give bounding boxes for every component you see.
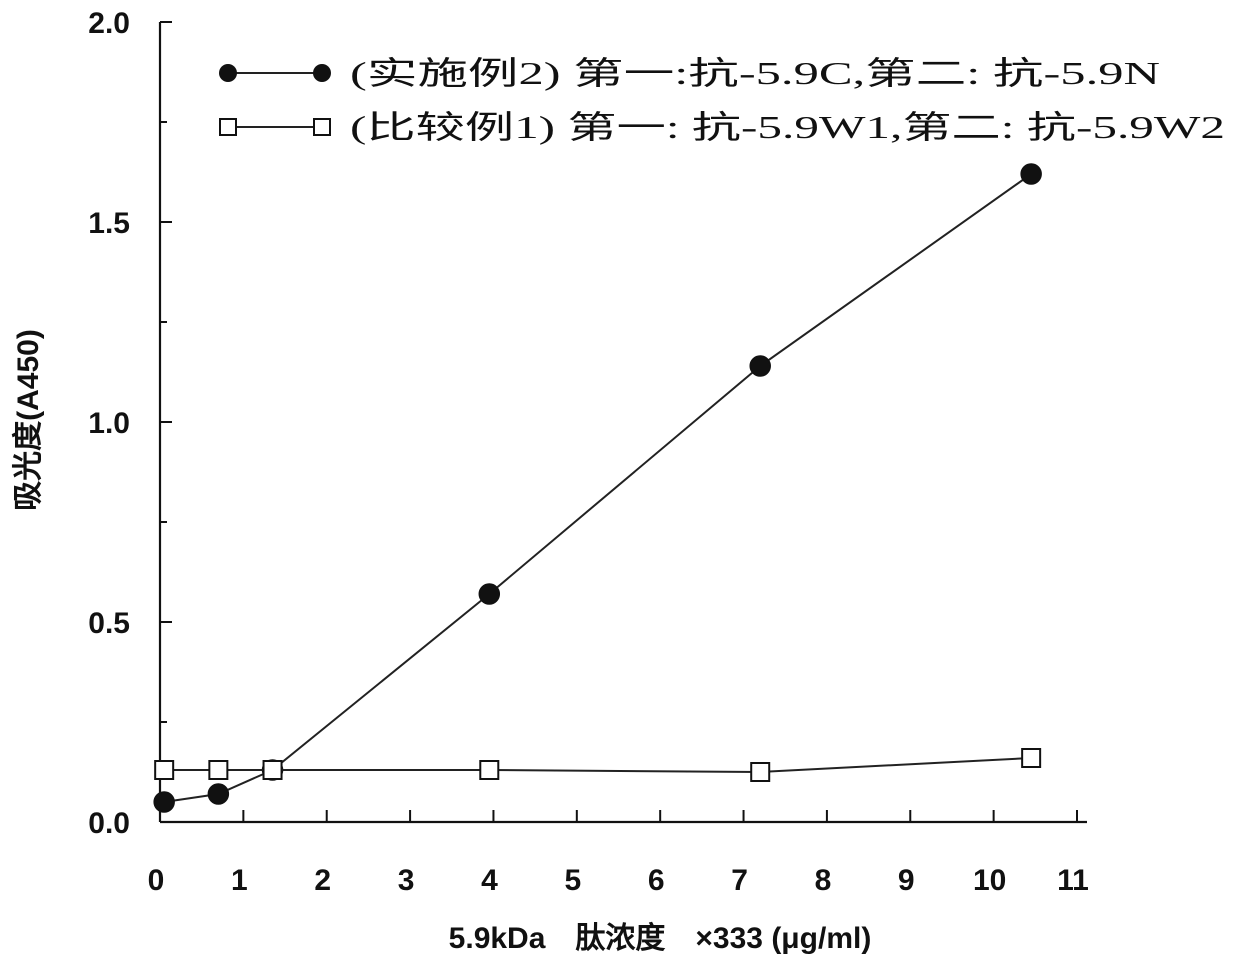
- axes: 0.0 0.5 1.0 1.5 2.0 0 1 2 3 4 5 6 7 8 9 10 11: [88, 7, 1089, 897]
- data-point: [479, 760, 500, 780]
- x-axis-label: 5.9kDa 肽浓度 ×333 (μg/ml): [449, 922, 872, 955]
- legend-item-2: (比较例1) 第一: 抗-5.9W1,第二: 抗-5.9W2: [219, 109, 1225, 145]
- x-tick-label: 4: [481, 864, 498, 897]
- legend-item-1: (实施例2) 第一:抗-5.9C,第二: 抗-5.9N: [219, 55, 1160, 91]
- legend-label: (比较例1) 第一: 抗-5.9W1,第二: 抗-5.9W2: [350, 109, 1225, 145]
- data-point: [207, 783, 230, 805]
- data-point: [154, 760, 175, 780]
- data-point: [153, 791, 175, 813]
- data-point: [262, 760, 283, 780]
- x-tick-label: 3: [398, 864, 415, 897]
- x-tick-label: 2: [314, 864, 331, 897]
- x-tick-label: 11: [1057, 864, 1089, 897]
- legend-marker: [219, 64, 237, 82]
- y-tick-label: 1.5: [88, 207, 130, 240]
- y-tick-label: 0.0: [88, 807, 130, 840]
- x-tick-label: 1: [231, 864, 248, 897]
- data-point: [749, 355, 771, 377]
- x-tick-label: 9: [898, 864, 915, 897]
- legend: (实施例2) 第一:抗-5.9C,第二: 抗-5.9N (比较例1) 第一: 抗-…: [219, 55, 1225, 145]
- data-point: [750, 762, 771, 782]
- y-tick-label: 2.0: [88, 7, 130, 40]
- series-1: [153, 163, 1042, 813]
- series-line: [164, 757, 1032, 774]
- x-tick-label: 8: [815, 864, 832, 897]
- legend-marker: [219, 118, 237, 136]
- y-tick-label: 1.0: [88, 407, 130, 440]
- data-point: [1021, 748, 1042, 768]
- data-point: [478, 583, 501, 605]
- y-tick-label: 0.5: [88, 607, 130, 640]
- series-line: [164, 173, 1032, 803]
- legend-marker: [313, 118, 331, 136]
- data-point: [1020, 163, 1042, 185]
- series-layer: [153, 163, 1042, 813]
- x-tick-label: 0: [148, 864, 165, 897]
- data-point: [208, 760, 229, 780]
- series-2: [154, 748, 1042, 782]
- y-axis-label: 吸光度(A450): [12, 329, 45, 511]
- legend-marker: [313, 64, 331, 82]
- x-tick-label: 5: [564, 864, 581, 897]
- x-tick-label: 10: [973, 864, 1006, 897]
- x-tick-label: 7: [731, 864, 748, 897]
- x-tick-label: 6: [648, 864, 665, 897]
- legend-label: (实施例2) 第一:抗-5.9C,第二: 抗-5.9N: [350, 55, 1160, 91]
